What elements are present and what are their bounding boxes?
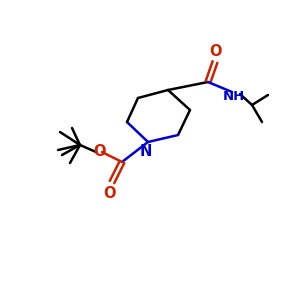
Text: N: N <box>140 145 152 160</box>
Text: NH: NH <box>223 89 245 103</box>
Text: O: O <box>104 185 116 200</box>
Text: O: O <box>209 44 221 59</box>
Text: O: O <box>94 143 106 158</box>
